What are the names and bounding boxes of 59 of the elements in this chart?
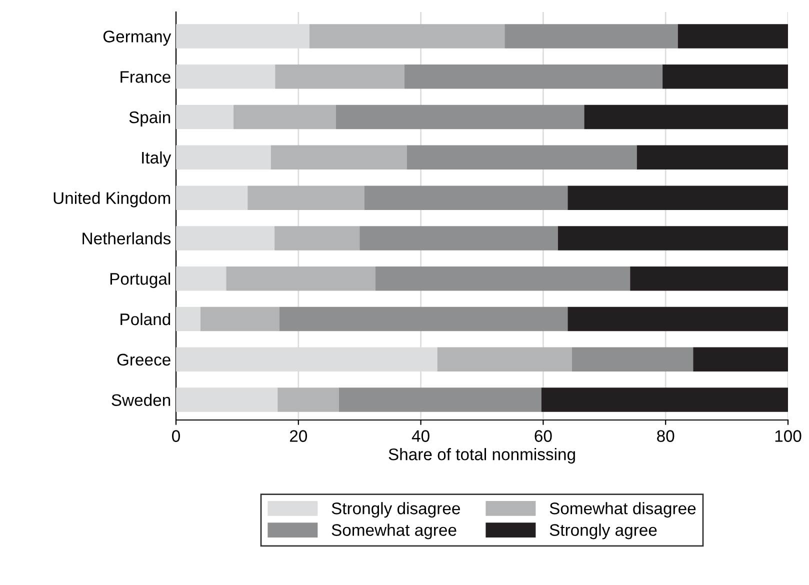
y-tick-label: Poland (120, 312, 170, 326)
bar (572, 347, 694, 372)
legend-label: Somewhat disagree (550, 502, 696, 518)
bar (278, 388, 339, 412)
bar (693, 347, 788, 372)
bar (678, 24, 788, 48)
y-tick-label: United Kingdom (54, 192, 170, 208)
bar (176, 306, 200, 332)
bar (630, 266, 788, 291)
bar (176, 64, 276, 89)
bar (275, 64, 404, 89)
y-tick-label: Portugal (110, 272, 170, 288)
bar (176, 145, 271, 170)
y-tick-label: Greece (117, 354, 170, 366)
x-tick-label: 80 (657, 430, 674, 442)
bar (568, 186, 788, 210)
bar (406, 145, 637, 170)
bar (437, 347, 572, 372)
bar (234, 104, 336, 130)
bar (270, 145, 407, 170)
bar (558, 226, 788, 250)
bar (274, 226, 360, 250)
y-tick-label: Netherlands (82, 232, 171, 244)
legend-label: Somewhat agree (332, 524, 456, 540)
bar (338, 388, 542, 412)
y-tick-label: Sweden (112, 394, 170, 406)
bar (279, 306, 568, 332)
y-tick-label: Spain (129, 110, 170, 127)
bar (176, 226, 275, 250)
legend-label: Strongly disagree (332, 502, 460, 518)
bar (176, 388, 278, 412)
bar (309, 24, 505, 48)
bar (584, 104, 788, 130)
bar (504, 24, 678, 48)
bar (376, 266, 630, 291)
x-tick-label: 40 (412, 430, 430, 442)
bar (176, 266, 226, 291)
bar (636, 145, 788, 170)
bar (568, 306, 788, 332)
x-tick-label: 100 (775, 430, 802, 442)
bar (176, 186, 248, 210)
x-axis-title: Share of total nonmissing (388, 448, 575, 464)
x-tick-label: 20 (290, 430, 308, 442)
legend-label: Strongly agree (550, 524, 657, 540)
bar (176, 104, 234, 130)
bar (226, 266, 376, 291)
bar (248, 186, 364, 210)
bar (364, 186, 568, 210)
y-tick-label: Italy (142, 151, 172, 167)
bar (541, 388, 788, 412)
bar (662, 64, 788, 89)
bar (404, 64, 663, 89)
y-tick-label: France (120, 71, 170, 83)
bar (336, 104, 584, 130)
x-tick-label: 60 (534, 430, 552, 442)
x-tick-label: 0 (172, 430, 180, 442)
bar (200, 306, 280, 332)
y-tick-label: Germany (103, 30, 172, 46)
bar (360, 226, 558, 250)
